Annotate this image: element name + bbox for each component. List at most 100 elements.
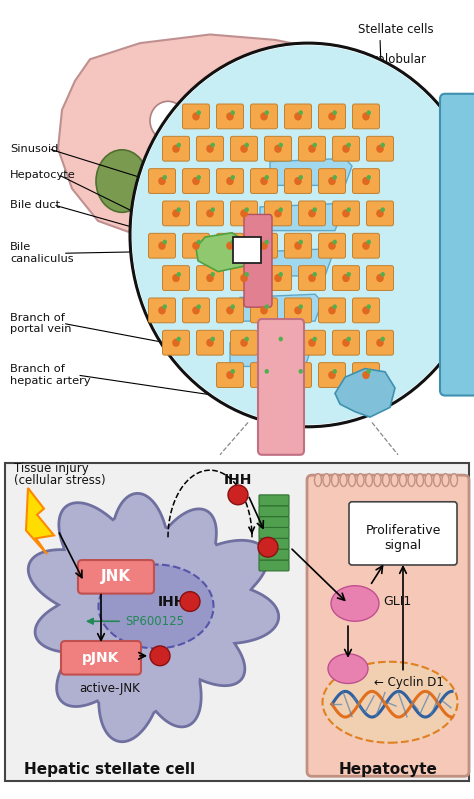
Text: Hepatocyte: Hepatocyte bbox=[10, 169, 76, 180]
Ellipse shape bbox=[328, 654, 368, 683]
Circle shape bbox=[230, 369, 235, 374]
Ellipse shape bbox=[417, 474, 423, 487]
Bar bbox=[233, 237, 261, 263]
FancyBboxPatch shape bbox=[284, 363, 311, 388]
Circle shape bbox=[163, 304, 167, 309]
Text: ← Cyclin D1: ← Cyclin D1 bbox=[374, 676, 444, 689]
Circle shape bbox=[230, 240, 235, 244]
Circle shape bbox=[299, 304, 303, 309]
Ellipse shape bbox=[408, 474, 415, 487]
Circle shape bbox=[274, 209, 282, 217]
Circle shape bbox=[245, 336, 249, 341]
FancyBboxPatch shape bbox=[230, 330, 257, 355]
FancyBboxPatch shape bbox=[307, 475, 469, 777]
Circle shape bbox=[279, 207, 283, 212]
FancyBboxPatch shape bbox=[259, 517, 289, 527]
Ellipse shape bbox=[323, 474, 330, 487]
FancyBboxPatch shape bbox=[230, 201, 257, 226]
FancyBboxPatch shape bbox=[366, 265, 393, 291]
Circle shape bbox=[308, 145, 316, 153]
Circle shape bbox=[362, 113, 370, 121]
Circle shape bbox=[206, 145, 214, 153]
Circle shape bbox=[294, 113, 302, 121]
Polygon shape bbox=[250, 249, 332, 276]
FancyBboxPatch shape bbox=[259, 506, 289, 517]
FancyBboxPatch shape bbox=[440, 93, 474, 396]
Circle shape bbox=[230, 304, 235, 309]
Circle shape bbox=[240, 209, 248, 217]
Circle shape bbox=[226, 241, 234, 250]
Circle shape bbox=[308, 339, 316, 347]
Text: GLI1: GLI1 bbox=[383, 595, 411, 608]
Circle shape bbox=[342, 339, 350, 347]
Text: IHH: IHH bbox=[158, 594, 186, 609]
Text: Proliferative: Proliferative bbox=[365, 524, 441, 537]
Circle shape bbox=[328, 241, 336, 250]
Circle shape bbox=[163, 175, 167, 180]
Ellipse shape bbox=[450, 474, 457, 487]
Circle shape bbox=[192, 177, 200, 185]
Circle shape bbox=[333, 304, 337, 309]
Circle shape bbox=[176, 143, 181, 147]
Text: Hepatocyte: Hepatocyte bbox=[338, 762, 438, 777]
Circle shape bbox=[226, 177, 234, 185]
Ellipse shape bbox=[425, 474, 432, 487]
Circle shape bbox=[176, 207, 181, 212]
Circle shape bbox=[366, 304, 371, 309]
Circle shape bbox=[260, 241, 268, 250]
FancyBboxPatch shape bbox=[284, 104, 311, 129]
Circle shape bbox=[279, 143, 283, 147]
Ellipse shape bbox=[374, 474, 381, 487]
FancyBboxPatch shape bbox=[197, 201, 224, 226]
Circle shape bbox=[245, 207, 249, 212]
Text: JNK: JNK bbox=[101, 570, 131, 584]
Text: vein: vein bbox=[358, 66, 383, 79]
Text: active-JNK: active-JNK bbox=[80, 682, 140, 695]
FancyBboxPatch shape bbox=[197, 330, 224, 355]
Circle shape bbox=[346, 336, 351, 341]
FancyBboxPatch shape bbox=[259, 539, 289, 549]
FancyBboxPatch shape bbox=[353, 298, 380, 323]
Circle shape bbox=[226, 371, 234, 380]
Circle shape bbox=[163, 240, 167, 244]
Circle shape bbox=[210, 143, 215, 147]
Circle shape bbox=[264, 304, 269, 309]
FancyBboxPatch shape bbox=[264, 265, 292, 291]
FancyBboxPatch shape bbox=[230, 265, 257, 291]
FancyBboxPatch shape bbox=[353, 169, 380, 193]
Text: pJNK: pJNK bbox=[82, 651, 120, 665]
Ellipse shape bbox=[434, 474, 440, 487]
Circle shape bbox=[245, 272, 249, 276]
Circle shape bbox=[260, 306, 268, 315]
Circle shape bbox=[328, 177, 336, 185]
Circle shape bbox=[362, 306, 370, 315]
Text: signal: signal bbox=[384, 539, 421, 552]
Circle shape bbox=[376, 274, 384, 282]
FancyBboxPatch shape bbox=[366, 330, 393, 355]
Circle shape bbox=[206, 339, 214, 347]
Circle shape bbox=[264, 240, 269, 244]
Text: IHH: IHH bbox=[224, 473, 252, 487]
FancyBboxPatch shape bbox=[244, 214, 272, 307]
Circle shape bbox=[308, 274, 316, 282]
Circle shape bbox=[260, 177, 268, 185]
Polygon shape bbox=[240, 294, 322, 321]
Ellipse shape bbox=[315, 474, 321, 487]
Circle shape bbox=[279, 272, 283, 276]
Ellipse shape bbox=[391, 474, 398, 487]
Polygon shape bbox=[58, 34, 425, 232]
Circle shape bbox=[197, 110, 201, 115]
Text: Stellate cells: Stellate cells bbox=[358, 22, 434, 36]
Ellipse shape bbox=[400, 474, 407, 487]
Circle shape bbox=[132, 46, 474, 424]
Circle shape bbox=[206, 209, 214, 217]
Circle shape bbox=[264, 369, 269, 374]
Circle shape bbox=[366, 175, 371, 180]
FancyBboxPatch shape bbox=[284, 298, 311, 323]
Circle shape bbox=[279, 336, 283, 341]
Ellipse shape bbox=[322, 662, 457, 743]
Circle shape bbox=[381, 143, 385, 147]
Polygon shape bbox=[260, 204, 342, 231]
Circle shape bbox=[192, 241, 200, 250]
Circle shape bbox=[130, 43, 474, 427]
